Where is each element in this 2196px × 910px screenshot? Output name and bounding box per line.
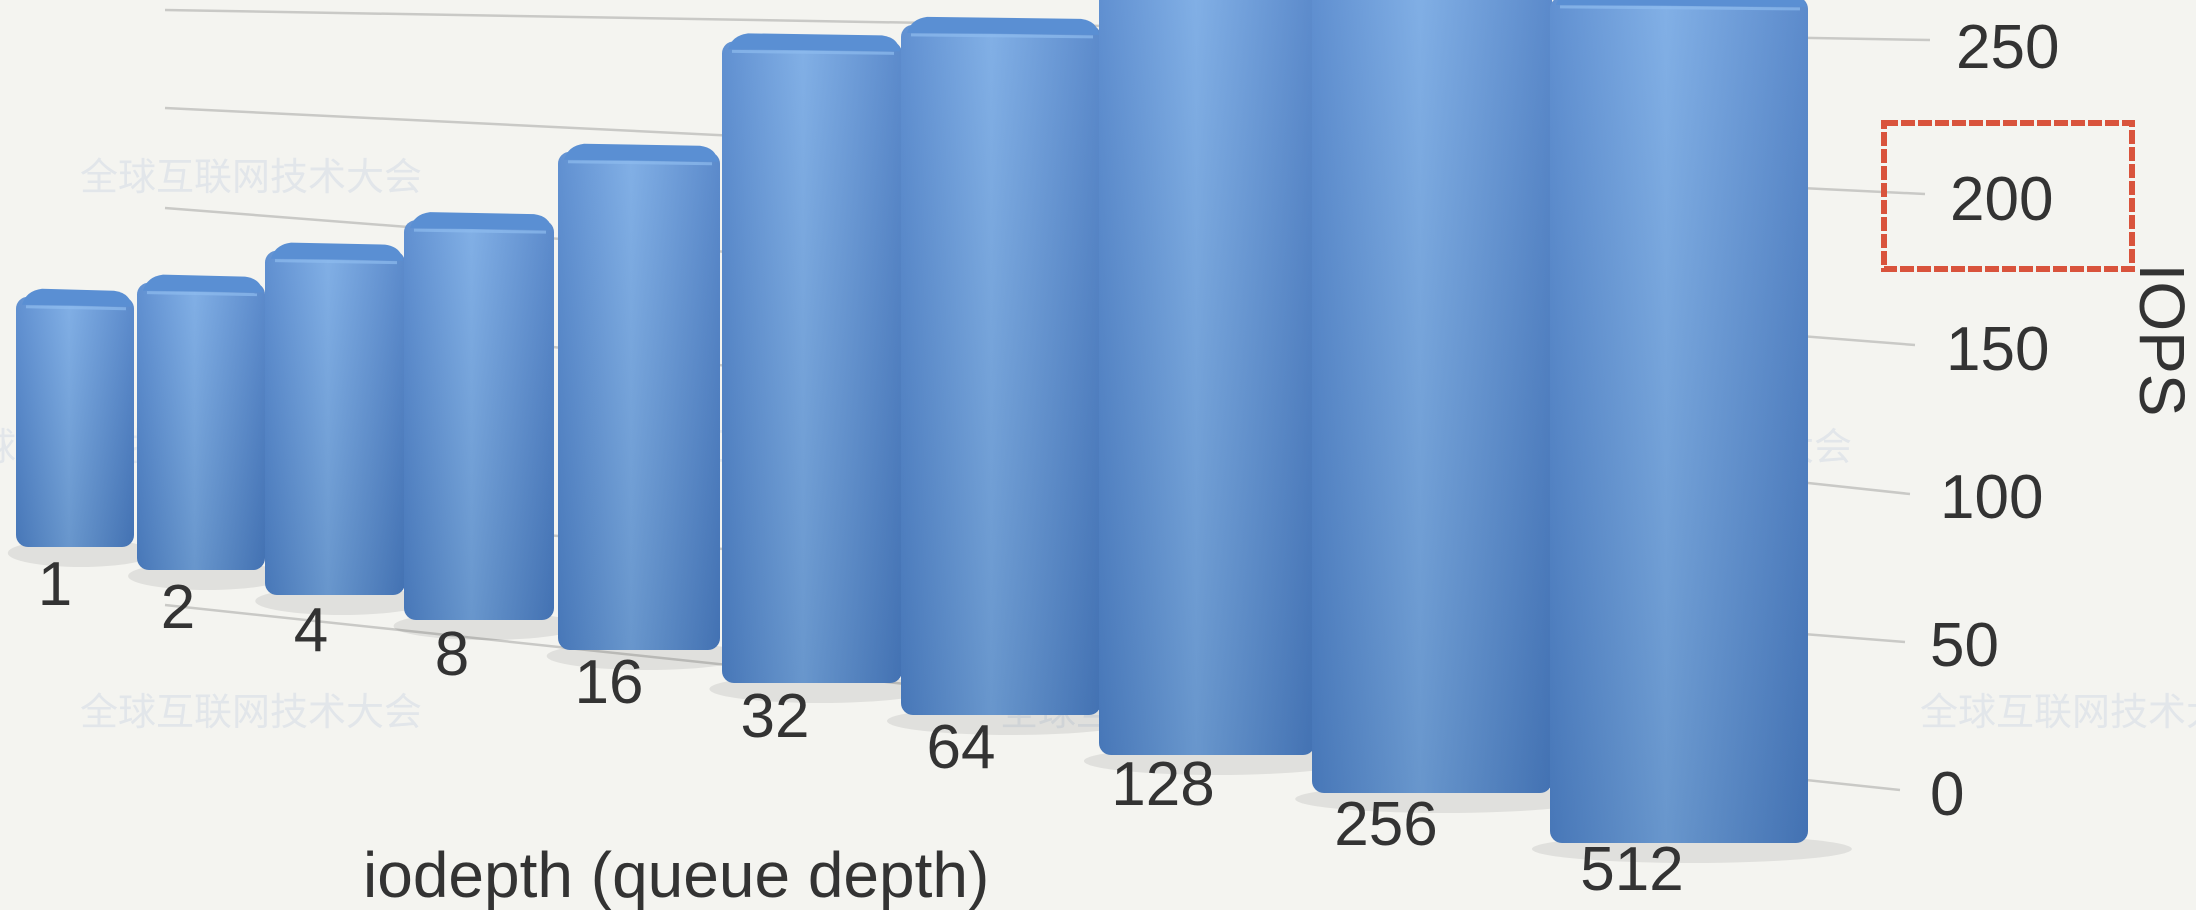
bar-edge-highlight xyxy=(25,305,127,311)
y-tick-150: 150 xyxy=(1946,315,2049,384)
x-tick-32: 32 xyxy=(741,682,810,751)
x-tick-512: 512 xyxy=(1580,835,1683,904)
watermark-text: 全球互联网技术大会 xyxy=(80,155,422,199)
bar-shading xyxy=(1099,0,1315,755)
bar-shading xyxy=(137,282,265,570)
y-tick-labels: 0 50 100 150 200 250 xyxy=(1930,13,2059,829)
x-tick-2: 2 xyxy=(161,573,195,642)
y-tick-0: 0 xyxy=(1930,760,1964,829)
bar-edge-highlight xyxy=(274,259,398,265)
bar-top xyxy=(728,33,900,52)
bar-shading xyxy=(901,24,1101,715)
x-tick-16: 16 xyxy=(575,648,644,717)
x-tick-64: 64 xyxy=(927,713,996,782)
y-axis-title: IOPS xyxy=(2126,264,2196,417)
bar-top xyxy=(410,212,552,231)
x-tick-8: 8 xyxy=(435,620,469,689)
bar-top xyxy=(22,288,132,307)
bar-top xyxy=(564,143,718,162)
x-axis-title: iodepth (queue depth) xyxy=(363,839,989,910)
bar-edge-highlight xyxy=(413,228,547,234)
highlight-box xyxy=(1881,120,2135,272)
bar-shading xyxy=(722,41,902,684)
bar-edge-highlight xyxy=(1559,5,1801,11)
bar-edge-highlight xyxy=(910,33,1094,39)
watermark-text: 全球互联网技术大会 xyxy=(1920,690,2196,734)
bar-edge-highlight xyxy=(567,160,713,166)
x-tick-128: 128 xyxy=(1111,750,1214,819)
x-tick-1: 1 xyxy=(38,550,72,619)
bar-shading xyxy=(16,296,134,547)
bar-shading xyxy=(558,151,720,650)
bar-top xyxy=(907,16,1099,35)
bar-top xyxy=(1556,0,1806,7)
bars xyxy=(7,0,1852,863)
bar-shading xyxy=(1312,0,1552,793)
y-tick-50: 50 xyxy=(1930,611,1999,680)
bar-shading xyxy=(1550,0,1808,843)
bar-edge-highlight xyxy=(146,291,258,297)
x-tick-labels: 1 2 4 8 16 32 64 128 256 512 xyxy=(38,550,1684,904)
y-tick-100: 100 xyxy=(1940,463,2043,532)
y-tick-200: 200 xyxy=(1950,165,2053,234)
x-tick-4: 4 xyxy=(294,596,328,665)
bar-shading xyxy=(265,250,405,595)
watermark-text: 全球互联网技术大会 xyxy=(80,690,422,734)
bar-shading xyxy=(404,220,554,620)
x-tick-256: 256 xyxy=(1334,790,1437,859)
bar-top xyxy=(271,242,403,261)
bar-edge-highlight xyxy=(731,49,895,55)
y-tick-250: 250 xyxy=(1956,13,2059,82)
bar-top xyxy=(143,274,263,293)
